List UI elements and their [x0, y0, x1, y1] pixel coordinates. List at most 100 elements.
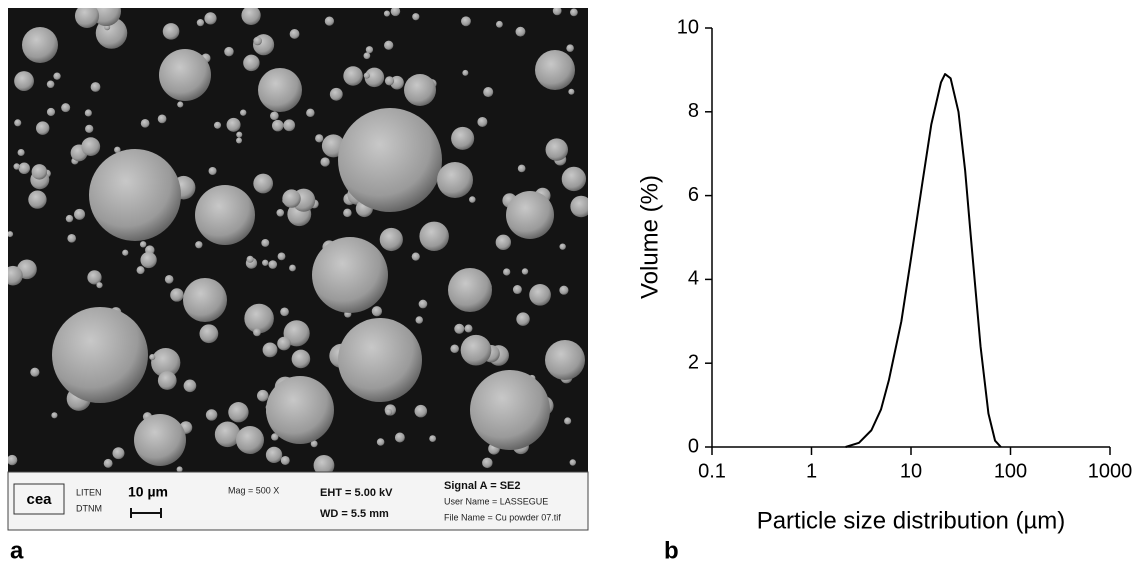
particle — [158, 371, 177, 390]
particle — [227, 118, 241, 132]
particle — [14, 71, 34, 91]
y-tick-label: 0 — [688, 435, 699, 457]
particle — [183, 278, 227, 322]
particle — [278, 252, 286, 260]
particle — [104, 459, 113, 468]
particle — [315, 134, 323, 142]
particle — [566, 44, 574, 52]
particle — [158, 115, 167, 124]
particle — [461, 335, 492, 366]
particle — [545, 340, 585, 380]
particle — [163, 23, 180, 40]
particle — [364, 52, 371, 59]
particle — [283, 119, 295, 131]
particle — [562, 167, 586, 191]
particle — [483, 87, 493, 97]
particle — [366, 46, 373, 53]
figure: cea LITEN DTNM 10 µm Mag = 500 X EHT = 5… — [0, 0, 1143, 569]
particle — [380, 228, 403, 251]
particle — [429, 435, 436, 442]
particle — [553, 6, 562, 15]
particle — [32, 164, 47, 179]
particle — [47, 80, 55, 88]
y-tick-label: 4 — [688, 268, 699, 290]
particle — [214, 122, 221, 129]
particle — [30, 368, 39, 377]
particle — [338, 108, 442, 212]
particle — [513, 285, 522, 294]
particle — [253, 174, 273, 194]
particle — [51, 412, 57, 418]
particle — [261, 239, 269, 247]
particle — [206, 409, 217, 420]
particle — [22, 27, 58, 63]
particle — [482, 458, 492, 468]
particle — [257, 390, 269, 402]
wd: WD = 5.5 mm — [320, 508, 389, 520]
particle — [377, 438, 385, 446]
particle — [516, 27, 526, 37]
particle — [241, 6, 260, 25]
particle — [282, 189, 300, 207]
particle — [385, 76, 394, 85]
y-tick-label: 6 — [688, 184, 699, 206]
x-tick-label: 1 — [806, 460, 817, 482]
file-name: File Name = Cu powder 07.tif — [444, 512, 561, 522]
particle — [89, 149, 181, 241]
particle — [470, 370, 550, 450]
panel-label: b — [664, 537, 679, 564]
particle — [419, 300, 428, 309]
particle — [506, 191, 554, 239]
particle — [277, 337, 291, 351]
particle — [28, 190, 46, 208]
particle — [395, 433, 405, 443]
x-tick-label: 100 — [994, 460, 1027, 482]
particle — [448, 268, 492, 312]
particle — [228, 402, 248, 422]
particle — [47, 108, 55, 116]
particle — [412, 253, 420, 261]
particle — [404, 74, 436, 106]
particle — [372, 306, 382, 316]
particle — [85, 109, 92, 116]
particle — [200, 324, 219, 343]
particle — [253, 37, 262, 46]
sem-image: cea LITEN DTNM 10 µm Mag = 500 X EHT = 5… — [3, 0, 592, 530]
particle — [289, 265, 296, 272]
particle — [570, 196, 592, 218]
particle — [244, 304, 274, 334]
particle — [343, 209, 351, 217]
particle — [416, 316, 423, 323]
particle — [419, 222, 448, 251]
particle — [140, 252, 156, 268]
particle — [306, 109, 314, 117]
x-axis-label: Particle size distribution (µm) — [757, 507, 1066, 534]
particle — [559, 243, 565, 249]
particle — [564, 417, 571, 424]
y-tick-label: 8 — [688, 100, 699, 122]
particle — [134, 414, 186, 466]
lab-name: LITEN — [76, 487, 102, 497]
particle — [112, 447, 124, 459]
particle — [464, 325, 472, 333]
particle — [518, 165, 526, 173]
particle — [149, 354, 155, 360]
particle — [204, 12, 216, 24]
dept-name: DTNM — [76, 503, 102, 513]
particle — [559, 286, 568, 295]
x-tick-label: 0.1 — [698, 460, 726, 482]
particle — [338, 318, 422, 402]
particle — [496, 235, 511, 250]
particle — [66, 215, 73, 222]
particle — [61, 103, 70, 112]
particle — [290, 29, 300, 39]
particle — [415, 405, 428, 418]
x-tick-label: 1000 — [1088, 460, 1133, 482]
signal: Signal A = SE2 — [444, 480, 521, 492]
particle — [546, 138, 568, 160]
particle — [330, 88, 343, 101]
particle — [385, 409, 392, 416]
particle — [292, 350, 311, 369]
particle — [522, 268, 528, 274]
logo: cea — [26, 491, 52, 508]
